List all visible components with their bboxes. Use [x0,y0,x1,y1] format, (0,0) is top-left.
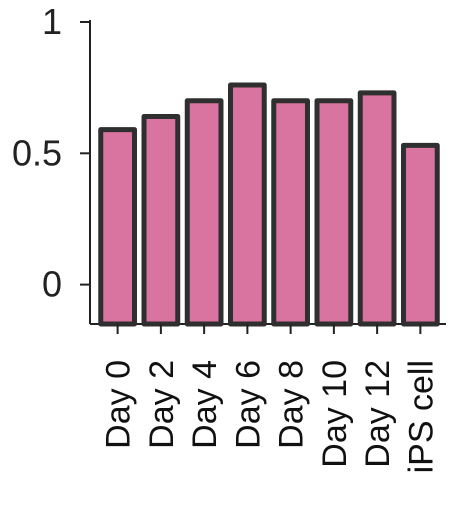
y-tick-label: 0.5 [12,132,62,173]
bar-day-0 [98,127,137,327]
x-tick-label: Day 10 [316,360,354,468]
bar-day-4 [184,98,224,327]
x-tick-label: Day 4 [186,360,224,449]
bar-day-12 [357,90,397,327]
bar-day-8 [271,98,310,327]
x-tick-label: Day 12 [359,360,397,468]
bar-day-10 [314,98,354,327]
y-tick-label: 0 [42,264,62,305]
bar-ips-cell [401,142,440,327]
x-tick-label: Day 0 [100,360,138,449]
x-tick-label: iPS cell [402,360,440,473]
x-tick-label: Day 6 [229,360,267,449]
x-tick-label: Day 8 [273,360,311,449]
bar-day-6 [228,82,267,327]
y-tick-label: 1 [42,1,62,42]
x-tick-label: Day 2 [143,360,181,449]
bar-day-2 [141,114,181,327]
